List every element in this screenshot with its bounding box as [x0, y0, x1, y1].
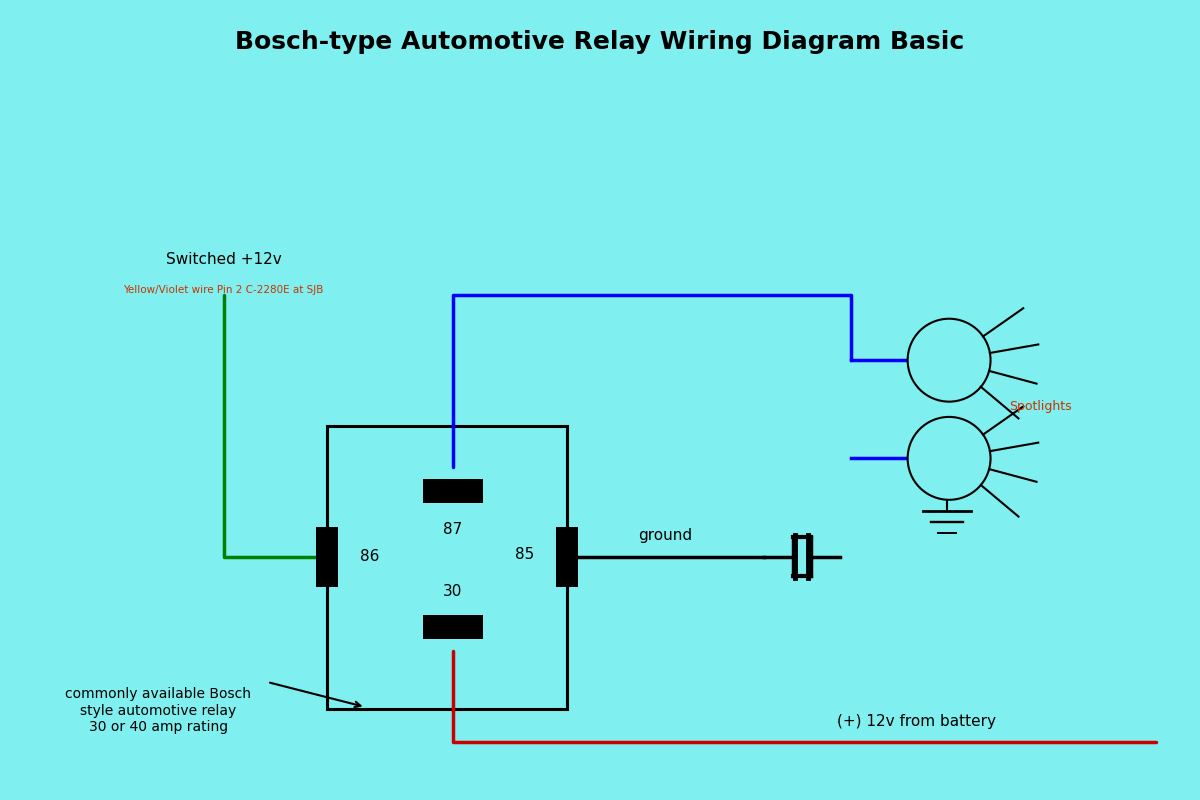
Bar [422, 615, 482, 639]
Bar [317, 526, 338, 586]
Bar [557, 526, 578, 586]
Circle shape [907, 318, 990, 402]
Text: Spotlights: Spotlights [1009, 399, 1072, 413]
Text: 30: 30 [443, 584, 462, 599]
Bar [328, 426, 568, 710]
Text: 85: 85 [515, 547, 534, 562]
Text: Bosch-type Automotive Relay Wiring Diagram Basic: Bosch-type Automotive Relay Wiring Diagr… [235, 30, 965, 54]
Text: 86: 86 [360, 549, 379, 564]
Text: Yellow/Violet wire Pin 2 C-2280E at SJB: Yellow/Violet wire Pin 2 C-2280E at SJB [124, 285, 324, 295]
Circle shape [907, 417, 990, 500]
Text: Switched +12v: Switched +12v [166, 253, 282, 267]
Text: commonly available Bosch
style automotive relay
30 or 40 amp rating: commonly available Bosch style automotiv… [65, 687, 251, 734]
Text: (+) 12v from battery: (+) 12v from battery [836, 714, 996, 729]
Text: ground: ground [638, 529, 692, 543]
Text: 87: 87 [443, 522, 462, 537]
Bar [422, 479, 482, 503]
